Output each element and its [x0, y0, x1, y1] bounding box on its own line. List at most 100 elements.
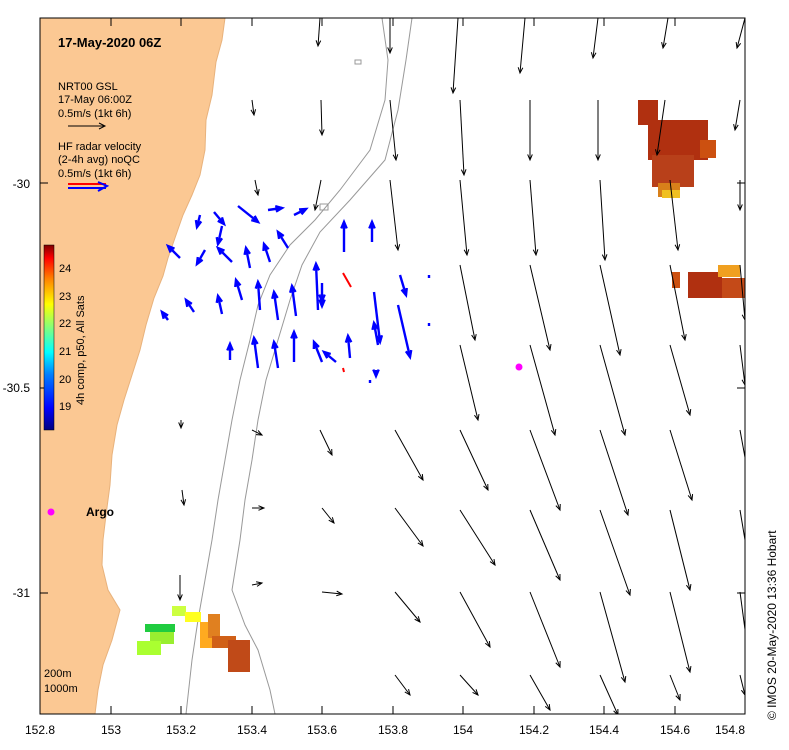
- radar-arrow-head: [254, 278, 263, 290]
- legend-model-line: 0.5m/s (1kt 6h): [58, 108, 131, 120]
- x-tick-label: 154.8: [715, 723, 745, 737]
- radar-arrow-head: [215, 292, 224, 304]
- y-tick-label: -31: [13, 586, 31, 600]
- depth-label-1000m: 1000m: [44, 683, 78, 695]
- model-arrow: [669, 674, 681, 701]
- model-arrow-head: [392, 154, 399, 162]
- radar-arrow-head: [226, 340, 234, 351]
- model-arrow: [529, 509, 561, 581]
- y-axis-labels: -30 -30.5 -31: [3, 177, 31, 600]
- radar-arrow: [244, 247, 252, 269]
- x-tick-label: 153: [101, 723, 121, 737]
- model-arrow: [459, 674, 479, 696]
- radar-arrow: [276, 231, 290, 249]
- radar-arrow-head: [217, 216, 226, 227]
- model-arrow-head: [315, 40, 322, 48]
- model-arrow-head: [733, 124, 739, 132]
- sst-colorbar: 24 23 22 21 20 19 4h comp, p50, All Sats: [43, 244, 87, 431]
- model-arrow-head: [387, 47, 393, 55]
- model-arrow: [529, 429, 561, 511]
- radar-flagged-vector: [342, 272, 352, 288]
- y-tick-label: -30: [13, 177, 31, 191]
- model-arrow-head: [616, 349, 622, 357]
- coastline-land: [40, 18, 226, 714]
- model-arrow: [529, 179, 537, 256]
- colorbar-tick-label: 19: [59, 401, 71, 413]
- model-arrow-head: [255, 430, 264, 436]
- model-arrow: [599, 264, 621, 356]
- model-arrow: [314, 179, 322, 211]
- model-arrow-head: [177, 594, 183, 602]
- legend-model-line: NRT00 GSL: [58, 81, 118, 93]
- model-arrow-head: [555, 660, 561, 669]
- model-arrow-head: [463, 249, 470, 257]
- model-arrow-head: [620, 675, 627, 684]
- model-arrow-head: [555, 573, 561, 582]
- legend-radar: HF radar velocity (2-4h avg) noQC 0.5m/s…: [58, 141, 142, 192]
- model-arrow: [389, 99, 397, 161]
- model-arrow: [251, 429, 263, 436]
- model-arrow-head: [484, 640, 491, 649]
- model-arrow-head: [474, 413, 480, 422]
- isobath-feature: [319, 203, 329, 211]
- model-arrow-head: [620, 428, 627, 437]
- radar-arrow-head: [195, 256, 204, 267]
- radar-arrow: [398, 274, 408, 296]
- model-arrow-head: [741, 314, 745, 322]
- x-tick-label: 152.8: [25, 723, 55, 737]
- model-arrow-head: [327, 448, 333, 457]
- radar-arrow: [252, 337, 260, 369]
- model-arrow: [669, 429, 693, 501]
- model-arrow: [459, 179, 468, 256]
- argo-float-marker[interactable]: [47, 508, 55, 516]
- radar-arrow-head: [288, 282, 297, 294]
- argo-float-marker[interactable]: [515, 363, 523, 371]
- model-arrow: [394, 507, 424, 547]
- model-arrow: [599, 509, 631, 596]
- radar-arrow-head: [271, 338, 279, 350]
- model-arrow: [656, 99, 666, 156]
- model-arrow-head: [623, 508, 629, 517]
- x-tick-label: 153.8: [378, 723, 408, 737]
- model-arrow-head: [472, 689, 479, 696]
- map-title: 17-May-2020 06Z: [58, 35, 161, 50]
- model-arrow-head: [483, 483, 489, 492]
- model-arrow: [592, 18, 599, 59]
- legend-model-arrowhead: [98, 122, 107, 130]
- model-arrow: [394, 591, 421, 623]
- model-arrow-head: [546, 344, 552, 352]
- radar-arrow-head: [160, 309, 169, 320]
- radar-arrow: [237, 205, 259, 223]
- model-arrow-head: [180, 499, 187, 507]
- model-arrow: [669, 264, 686, 341]
- legend-model-line: 17-May 06:00Z: [58, 94, 132, 106]
- radar-arrow: [217, 247, 233, 263]
- model-arrow-head: [394, 244, 401, 252]
- model-arrow: [459, 591, 491, 648]
- model-arrow-head: [417, 540, 424, 548]
- model-arrow-head: [313, 204, 319, 212]
- model-arrow-head: [450, 87, 457, 95]
- model-arrow-head: [674, 244, 681, 252]
- colorbar-tick-label: 20: [59, 374, 71, 386]
- legend-radar-line: HF radar velocity: [58, 141, 142, 153]
- model-arrow: [251, 99, 255, 116]
- x-tick-label: 153.2: [166, 723, 196, 737]
- x-tick-label: 154.4: [589, 723, 619, 737]
- legend-radar-arrowhead: [97, 181, 110, 192]
- model-arrow: [599, 344, 626, 436]
- model-arrow-head: [590, 52, 597, 60]
- model-arrow: [662, 18, 669, 49]
- model-arrow: [599, 591, 626, 683]
- model-arrow: [181, 489, 185, 506]
- radar-arrow: [256, 281, 262, 311]
- radar-arrow-head: [400, 287, 408, 298]
- model-arrow: [739, 264, 745, 321]
- model-arrow: [452, 18, 459, 94]
- radar-arrow-head: [321, 350, 332, 359]
- colorbar-tick-label: 23: [59, 291, 71, 303]
- radar-arrow-head: [271, 288, 279, 300]
- sst-patch-east: [672, 265, 745, 298]
- model-arrow: [669, 509, 691, 591]
